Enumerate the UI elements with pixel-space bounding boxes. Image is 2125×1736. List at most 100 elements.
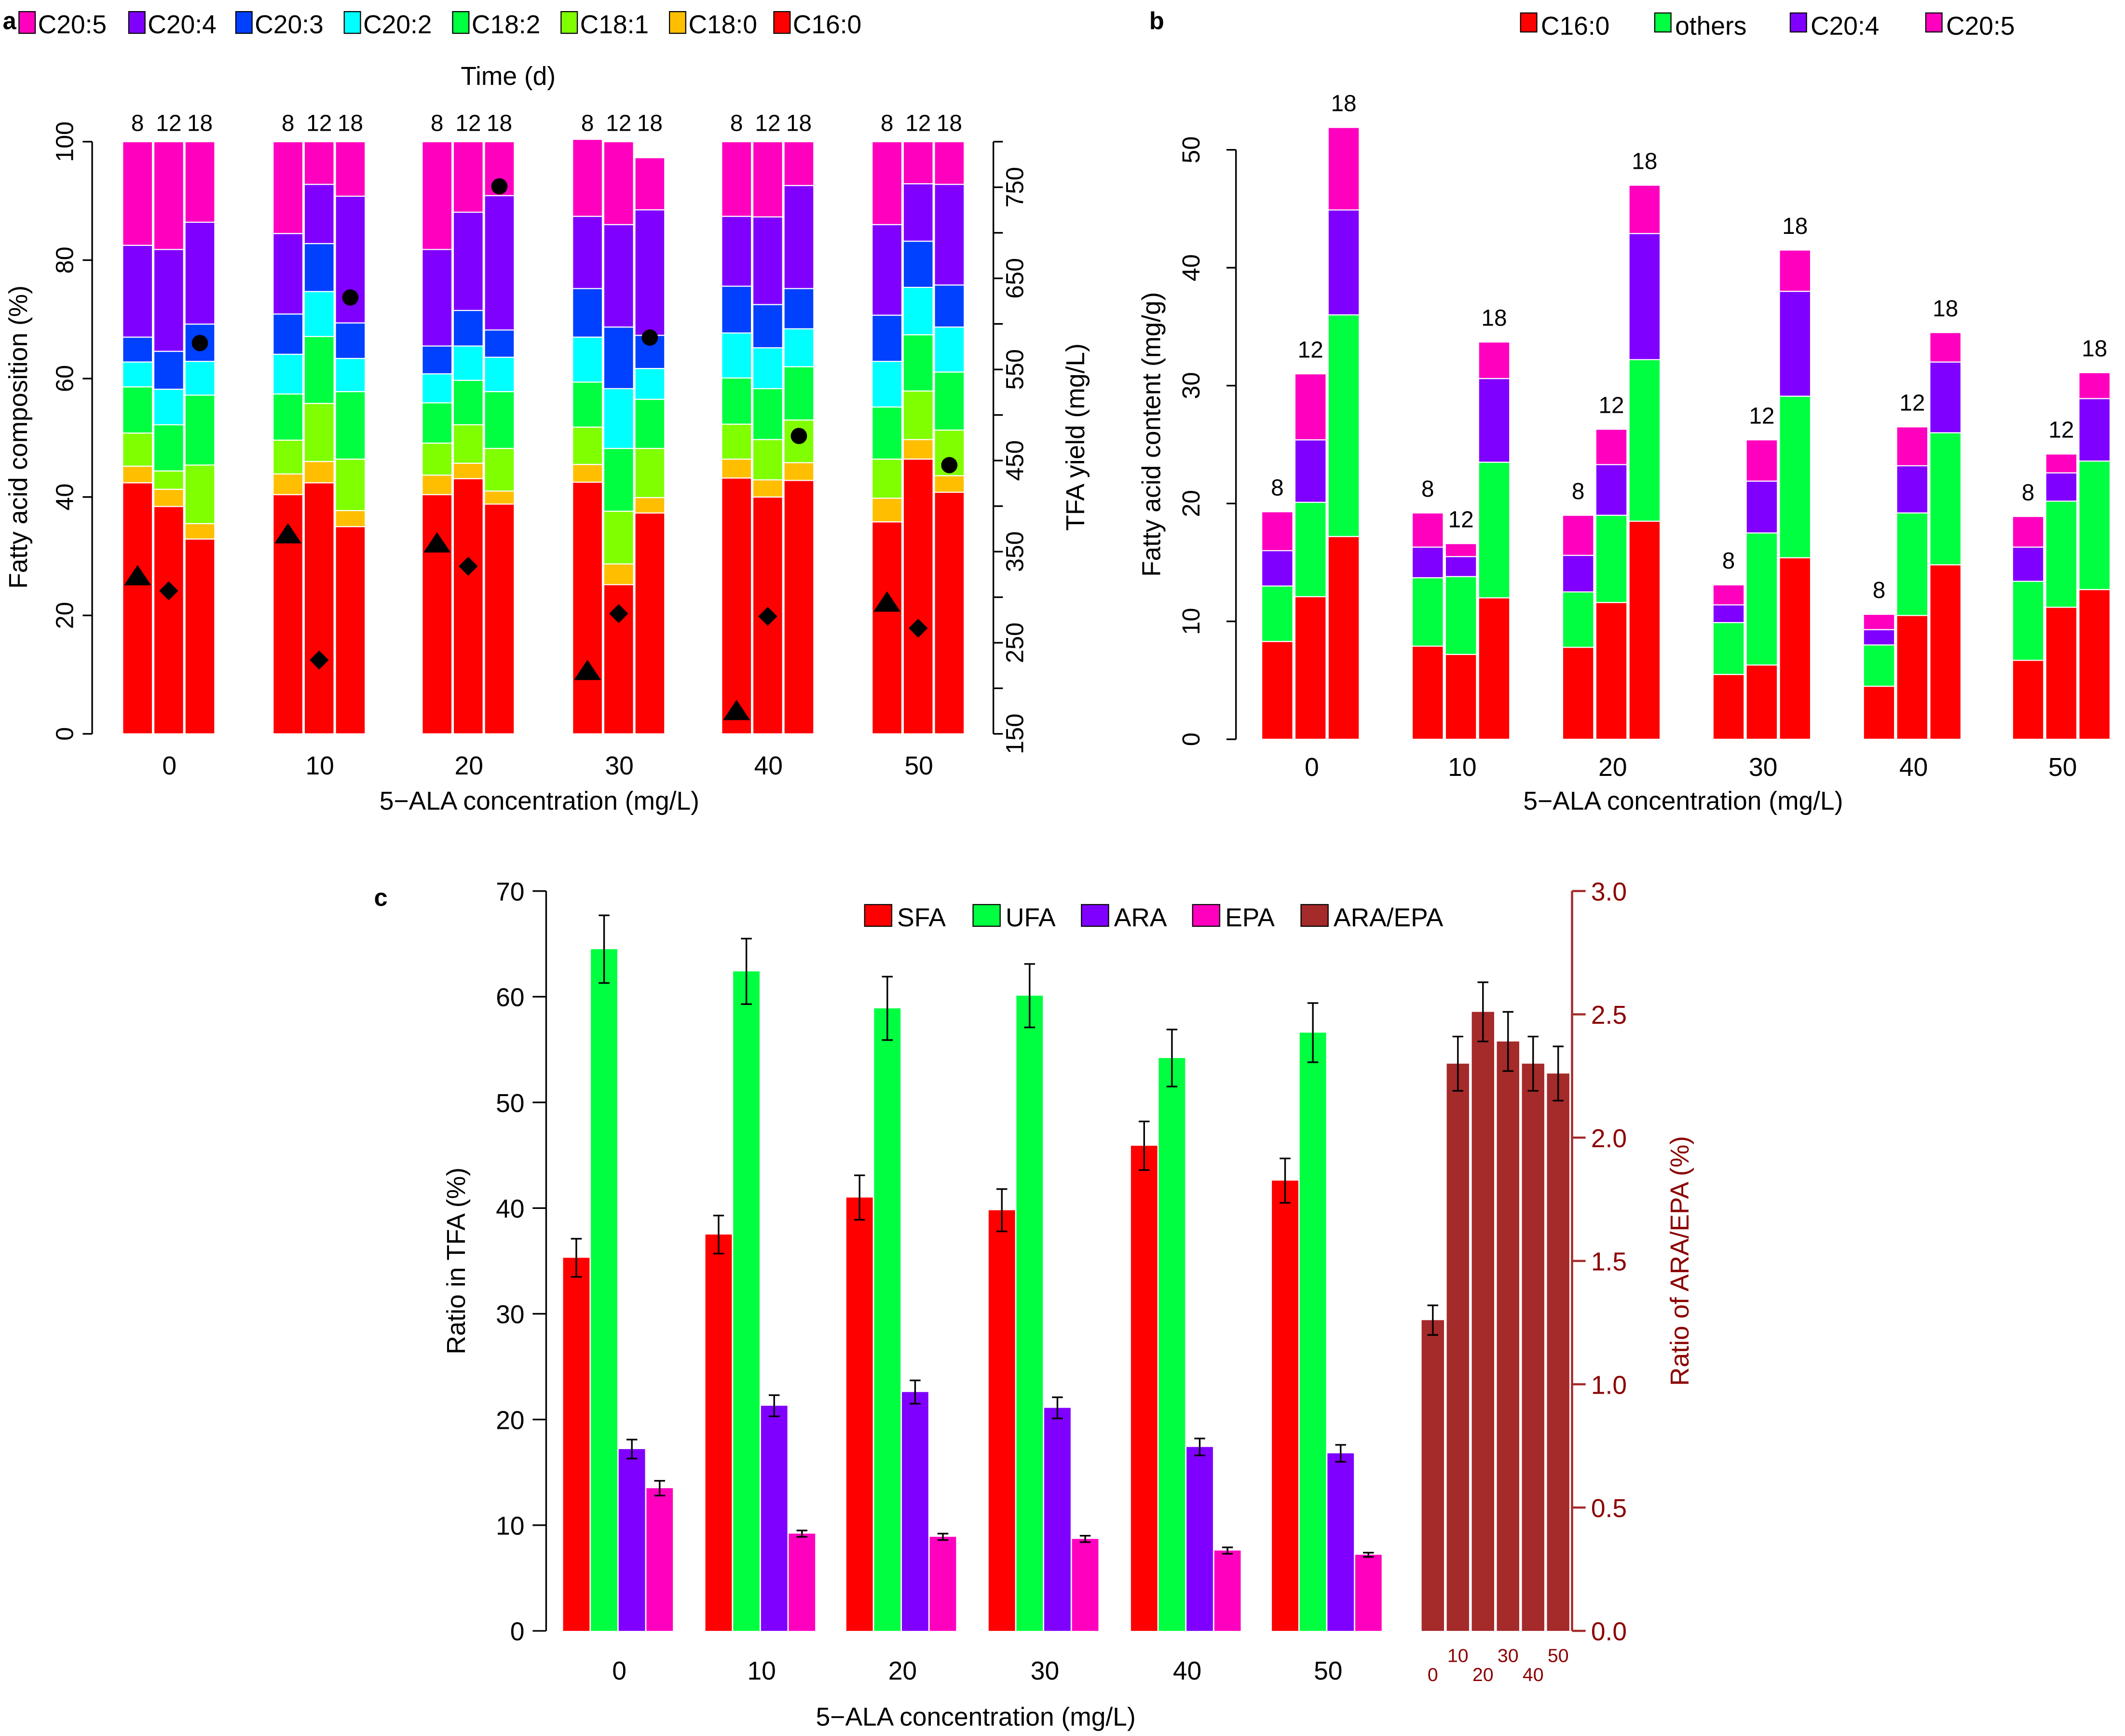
y-tick-label: 20: [496, 1406, 524, 1435]
time-label: 8: [1572, 479, 1585, 504]
bar-segment-C16-0: [2078, 589, 2111, 740]
time-label: 18: [937, 110, 962, 136]
bar-segment-others: [1745, 532, 1778, 666]
bar-segment-C20-5: [1745, 439, 1778, 482]
x-tick-label: 10: [1448, 753, 1476, 782]
bar-segment-C18-0: [721, 458, 752, 479]
bar-ARA-EPA-ratio: [1497, 1041, 1519, 1631]
bar-segment-C20-5: [184, 141, 216, 223]
bar-segment-C18-0: [872, 497, 903, 523]
bar-segment-others: [1411, 577, 1444, 647]
bar-segment-C20-2: [902, 286, 934, 336]
bar-segment-others: [2078, 460, 2111, 590]
x-tick-label: 50: [2048, 753, 2077, 782]
bar-segment-C20-4: [902, 183, 934, 242]
y-tick-label: 20: [51, 602, 79, 629]
bar-segment-C20-4: [1628, 233, 1661, 360]
bar-segment-C20-2: [634, 368, 666, 400]
tfa-yield-marker-circle: [790, 428, 807, 444]
bar-segment-C18-0: [122, 465, 153, 484]
bar-segment-C18-1: [452, 424, 484, 464]
bar-SFA: [1131, 1145, 1158, 1631]
bar-segment-C18-1: [572, 426, 603, 465]
tfa-yield-marker-diamond: [609, 604, 628, 624]
legend-swatch-C18-1: [560, 11, 578, 34]
bar-segment-C20-4: [1478, 378, 1511, 463]
bar-segment-C16-0: [1327, 536, 1360, 740]
bar-segment-C20-3: [603, 326, 634, 390]
bar-segment-C20-5: [2012, 515, 2044, 548]
legend-label-C20-2: C20:2: [363, 11, 432, 39]
bar-segment-others: [1562, 591, 1594, 648]
bar-segment-C18-2: [902, 334, 934, 392]
y-tick-label: 50: [1177, 136, 1205, 163]
y2-axis-title: Ratio of ARA/EPA (%): [1666, 1136, 1694, 1386]
bar-segment-others: [2045, 501, 2078, 608]
bar-segment-C16-0: [184, 538, 216, 734]
bar-segment-C20-5: [2045, 453, 2078, 474]
bar-segment-C18-0: [184, 523, 216, 540]
bar-segment-C18-1: [272, 439, 304, 475]
bar-ARA: [618, 1449, 645, 1631]
tfa-yield-marker-diamond: [310, 651, 329, 670]
y2-tick-label: 350: [1001, 531, 1029, 572]
bar-segment-C20-3: [783, 288, 815, 330]
bar-segment-C18-2: [783, 366, 815, 421]
bar-segment-C20-2: [783, 328, 815, 367]
y-tick-label: 30: [496, 1301, 524, 1329]
legend-swatch-C16-0: [773, 11, 791, 34]
bar-segment-C18-2: [272, 393, 304, 441]
bar-segment-C18-1: [872, 458, 903, 499]
tfa-yield-marker-diamond: [758, 607, 777, 626]
x-tick-label: 10: [748, 1657, 776, 1685]
bar-segment-C20-5: [1444, 543, 1477, 557]
bar-segment-C16-0: [422, 494, 453, 734]
bar-segment-C20-4: [484, 195, 515, 331]
time-label: 12: [1298, 337, 1323, 363]
bar-segment-C18-2: [484, 391, 515, 449]
bar-segment-C20-4: [303, 184, 335, 244]
bar-segment-C18-1: [752, 439, 783, 481]
bar-segment-C20-5: [752, 141, 783, 217]
y2-tick-label: 2.5: [1591, 1001, 1627, 1030]
y2-tick-label: 1.5: [1591, 1248, 1627, 1276]
panel-b-content-chart: C16:0 others C20:4 C20:5 0 10 20 30 40 50 Fatty ac…: [1137, 12, 2111, 815]
x-tick-label: 0: [162, 752, 177, 780]
bar-SFA: [563, 1258, 590, 1631]
y-tick-label: 40: [51, 484, 79, 511]
bar-segment-C20-5: [1562, 515, 1594, 556]
bar-segment-C20-2: [872, 361, 903, 408]
bar-segment-C16-0: [1478, 597, 1511, 740]
y-tick-label: 0: [51, 727, 79, 741]
bar-segment-C20-5: [1411, 512, 1444, 548]
legend-label-C16-0: C16:0: [793, 11, 861, 39]
bar-segment-C16-0: [484, 503, 515, 734]
legend-swatch-C18-2: [452, 11, 470, 34]
y2-tick-label: 150: [1001, 714, 1029, 754]
x-tick-label: 0: [612, 1657, 627, 1685]
bar-segment-C20-2: [153, 389, 184, 425]
y2-tick-label: 550: [1001, 349, 1029, 390]
legend-label-EPA: EPA: [1225, 904, 1275, 932]
bar-segment-C20-4: [1261, 550, 1294, 587]
bar-segment-C20-4: [1745, 480, 1778, 534]
bar-segment-C16-0: [1444, 653, 1477, 740]
tfa-yield-marker-circle: [491, 178, 508, 195]
legend-swatch-C20-4: [1789, 12, 1807, 33]
bar-EPA: [1214, 1550, 1241, 1631]
tfa-yield-marker-triangle: [574, 660, 601, 680]
bar-segment-C20-4: [634, 209, 666, 336]
bar-segment-C18-2: [422, 402, 453, 444]
bar-segment-C18-2: [721, 377, 752, 425]
bar-segment-C18-1: [335, 458, 366, 512]
x-axis-title: 5−ALA concentration (mg/L): [816, 1703, 1136, 1732]
bar-segment-C20-4: [1712, 604, 1745, 624]
x-tick-label: 10: [305, 752, 334, 780]
x-tick-label: 30: [1031, 1657, 1059, 1685]
legend-label-ARA-EPA: ARA/EPA: [1334, 904, 1444, 932]
y2-tick-label: 0.0: [1591, 1618, 1627, 1646]
bar-segment-C20-4: [2012, 546, 2044, 582]
legend-swatch-SFA: [864, 904, 893, 927]
bar-segment-C18-1: [721, 423, 752, 460]
bar-segment-C20-4: [721, 216, 752, 287]
